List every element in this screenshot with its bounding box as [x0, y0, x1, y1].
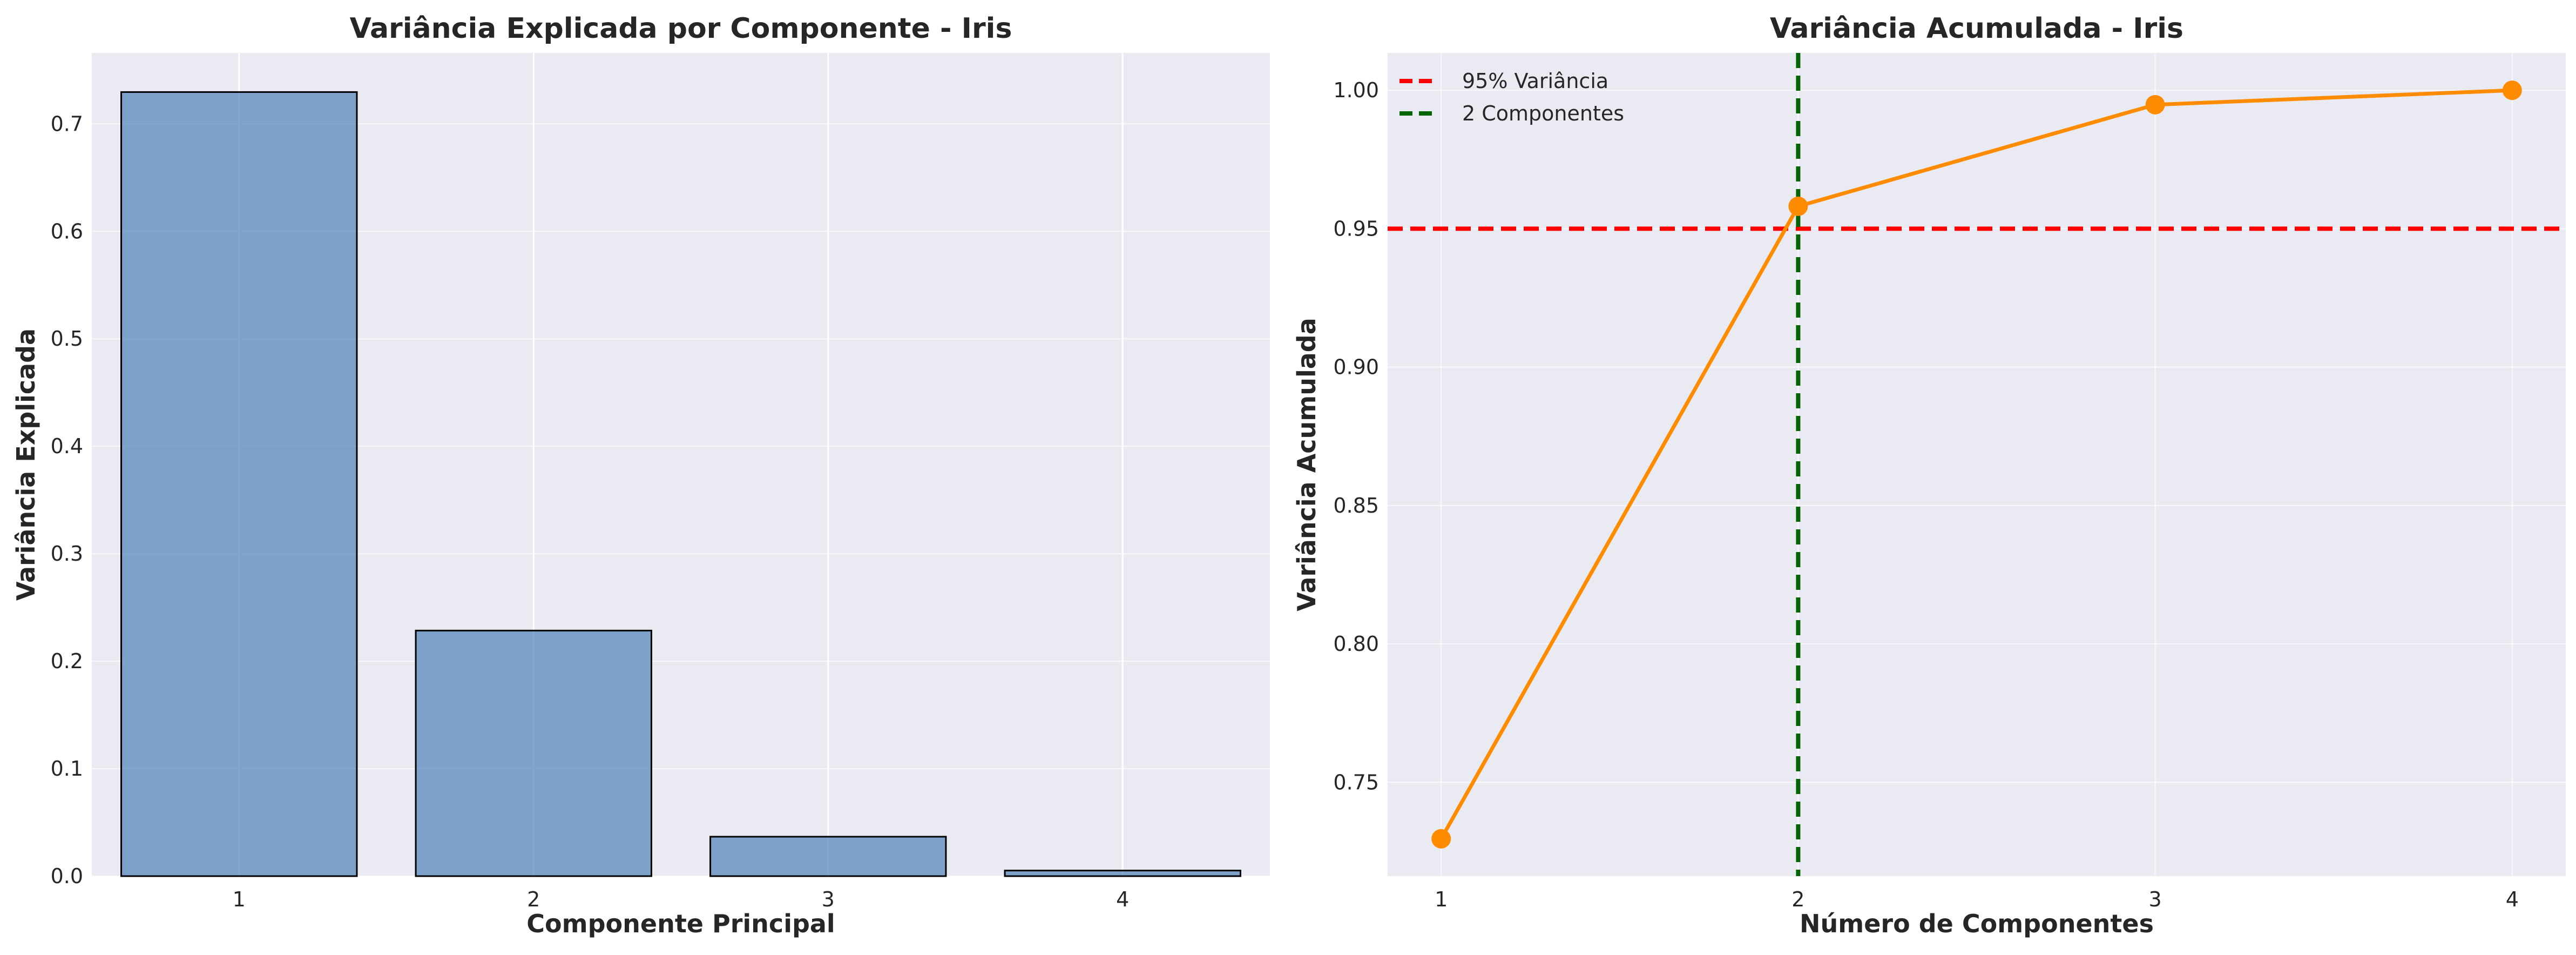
bar-x-tick-label: 3 — [822, 887, 835, 911]
legend-vline-label: 2 Componentes — [1462, 102, 1624, 125]
line-x-tick-label: 2 — [1791, 887, 1804, 911]
bar — [415, 629, 652, 877]
line-gridlines — [1388, 53, 2566, 876]
line-x-tick-label: 4 — [2506, 887, 2519, 911]
bar-y-tick-label: 0.4 — [51, 434, 83, 458]
line-chart-title: Variância Acumulada - Iris — [1770, 12, 2183, 45]
line-x-tick-label: 1 — [1435, 887, 1448, 911]
bar-y-tick-label: 0.0 — [51, 864, 83, 888]
line-y-tick-label: 0.85 — [1333, 494, 1379, 517]
cumulative-line — [1439, 88, 2512, 840]
line-point — [2145, 95, 2165, 115]
bar — [1004, 870, 1241, 877]
bar-y-tick-label: 0.5 — [51, 327, 83, 351]
bar-y-tick-label: 0.3 — [51, 542, 83, 566]
line-x-axis-label: Número de Componentes — [1800, 909, 2154, 938]
line-point — [1788, 196, 1808, 216]
bar-y-tick-label: 0.1 — [51, 757, 83, 781]
bar-x-tick-label: 4 — [1116, 887, 1129, 911]
bar-x-tick-label: 1 — [233, 887, 246, 911]
bar-y-tick-label: 0.7 — [51, 112, 83, 136]
line-y-tick-label: 0.80 — [1333, 632, 1379, 656]
bar-y-ticks: 0.0 0.1 0.2 0.3 0.4 0.5 0.6 0.7 — [51, 112, 83, 888]
line-y-axis-label: Variância Acumulada — [1292, 318, 1321, 611]
bar-x-tick-label: 2 — [527, 887, 540, 911]
line-y-ticks: 0.75 0.80 0.85 0.90 0.95 1.00 — [1333, 78, 1379, 794]
line-y-tick-label: 0.90 — [1333, 355, 1379, 379]
line-plot-area — [1388, 53, 2566, 876]
line-y-tick-label: 0.95 — [1333, 217, 1379, 240]
bar-x-ticks: 1 2 3 4 — [233, 887, 1130, 911]
bar-series — [120, 91, 1241, 877]
legend-hline-label: 95% Variância — [1462, 69, 1608, 93]
bar-y-tick-label: 0.6 — [51, 219, 83, 243]
bar-chart-title: Variância Explicada por Componente - Iri… — [350, 12, 1012, 45]
bar-chart-panel: 0.0 0.1 0.2 0.3 0.4 0.5 0.6 0.7 1 2 3 4 Variância … — [11, 12, 1270, 938]
bar-x-axis-label: Componente Principal — [526, 909, 835, 938]
line-series — [1431, 80, 2522, 849]
line-y-tick-label: 0.75 — [1333, 770, 1379, 794]
bar-y-axis-label: Variância Explicada — [11, 328, 40, 601]
bar — [120, 91, 358, 877]
line-x-ticks: 1 2 3 4 — [1435, 887, 2519, 911]
line-y-tick-label: 1.00 — [1333, 78, 1379, 102]
line-point — [2502, 80, 2522, 100]
bar — [709, 836, 947, 877]
legend: 95% Variância 2 Componentes — [1399, 69, 1624, 125]
line-point — [1431, 829, 1451, 849]
line-chart-panel: 0.75 0.80 0.85 0.90 0.95 1.00 1 2 3 4 Variância … — [1292, 12, 2566, 938]
line-reference-lines — [1388, 53, 2566, 876]
bar-y-tick-label: 0.2 — [51, 649, 83, 673]
line-x-tick-label: 3 — [2149, 887, 2162, 911]
